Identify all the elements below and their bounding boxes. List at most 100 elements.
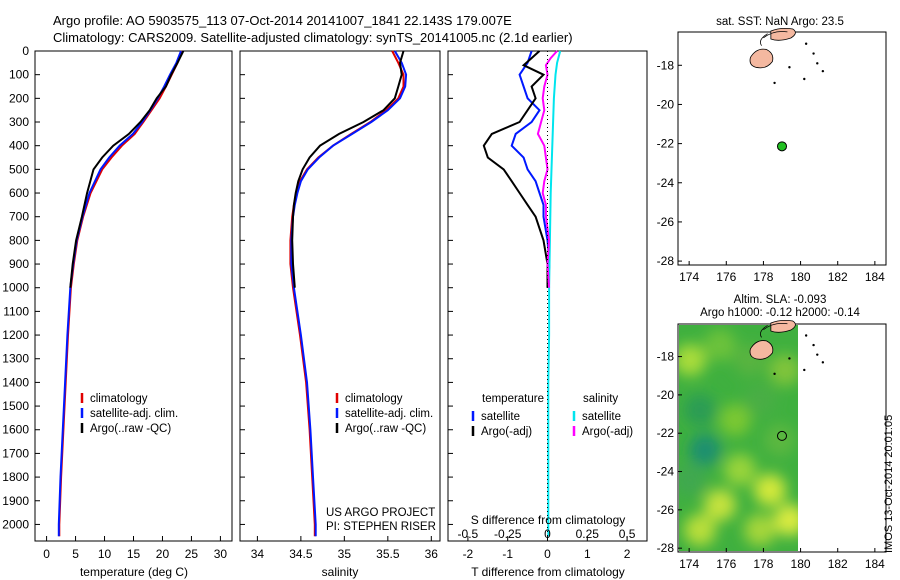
legend-label: satellite-adj. clim.	[345, 408, 433, 420]
map-x-tick-label: 176	[716, 270, 736, 284]
depth-tick-label: 2000	[2, 517, 29, 531]
small-island	[803, 368, 806, 372]
series-line-temperature-satellite	[510, 50, 551, 288]
map-y-tick-label: -20	[657, 388, 675, 402]
depth-tick-label: 800	[9, 233, 29, 247]
s-tick-label: 0	[544, 527, 551, 541]
depth-tick-label: 300	[9, 115, 29, 129]
depth-tick-label: 900	[9, 257, 29, 271]
x-tick-label: 34.5	[289, 547, 313, 561]
salinity-chart: 34 34.5 35 35.5 36 climatology satellite-adj. …	[251, 50, 438, 561]
t-difference-label: T difference from climatology	[471, 565, 625, 579]
depth-tick-label: 700	[9, 210, 29, 224]
credit-line-1: US ARGO PROJECT	[326, 507, 435, 519]
depth-tick-label: 1700	[2, 446, 29, 460]
depth-tick-label: 100	[9, 68, 29, 82]
depth-tick-label: 1500	[2, 399, 29, 413]
depth-tick-label: 0	[22, 44, 29, 58]
x-tick-label: 34	[251, 547, 265, 561]
series-line-temperature-argo--adj-	[482, 50, 549, 288]
map-y-tick-label: -22	[657, 426, 675, 440]
x-tick-label: 30	[214, 547, 228, 561]
map-x-tick-label: 184	[865, 557, 885, 571]
map-x-tick-label: 180	[791, 557, 811, 571]
map-x-tick-label: 182	[828, 270, 848, 284]
small-island	[788, 66, 791, 69]
sla-blob	[724, 454, 756, 486]
sla-blob	[744, 384, 776, 416]
x-tick-label: 35.5	[376, 547, 400, 561]
sla-blobs	[679, 329, 798, 546]
small-island	[821, 361, 825, 364]
legend-label: Argo(-adj)	[481, 426, 532, 438]
map-x-tick-label: 184	[865, 270, 885, 284]
sla-field	[679, 325, 798, 551]
x-tick-label: 35	[338, 547, 352, 561]
series-line-argo---raw--qc-	[291, 50, 405, 288]
map-y-tick-label: -20	[657, 97, 675, 111]
sla-blob	[769, 354, 798, 386]
x-tick-label: 1	[584, 547, 591, 561]
legend-label: climatology	[90, 393, 148, 405]
map-x-tick-label: 178	[753, 270, 773, 284]
depth-tick-label: 1200	[2, 328, 29, 342]
s-tick-label: 0.25	[576, 527, 600, 541]
small-island	[816, 62, 819, 65]
temperature-xlabel: temperature (deg C)	[80, 565, 188, 579]
x-tick-label: 15	[127, 547, 141, 561]
small-island	[821, 69, 825, 73]
depth-tick-label: 400	[9, 139, 29, 153]
series-line-salinity-satellite	[547, 50, 562, 537]
title-line-2: Climatology: CARS2009. Satellite-adjuste…	[53, 30, 573, 45]
depth-axis: 0 100 200 300 400 500 600 700 800 900 1000 1100 1200…	[2, 44, 453, 531]
legend-label: satellite	[582, 411, 621, 423]
map-x-tick-label: 174	[679, 270, 699, 284]
sla-blob	[744, 514, 776, 546]
legend-title-temperature: temperature	[482, 393, 544, 405]
depth-tick-label: 1600	[2, 423, 29, 437]
sla-blob	[679, 344, 706, 376]
map-x-tick-label: 180	[791, 270, 811, 284]
s-tick-label: -0.5	[458, 527, 479, 541]
series-line-satellite-adj--clim-	[290, 50, 408, 537]
small-island	[812, 52, 815, 55]
map-bottom-title-1: Altim. SLA: -0.093	[734, 294, 827, 306]
sla-blob	[774, 504, 798, 536]
small-island	[816, 353, 819, 356]
sla-blob	[704, 329, 736, 361]
map-bottom: 174 176 178 180 182 184 -18 -20 -22 -24 -26 -28	[657, 319, 885, 571]
small-island	[773, 372, 776, 376]
argo-float-marker	[777, 141, 787, 152]
legend-label: Argo(..raw -QC)	[90, 423, 171, 435]
land-viti-levu	[749, 48, 774, 69]
map-x-tick-label: 178	[753, 557, 773, 571]
salinity-panel-frame	[239, 50, 441, 542]
legend-label: Argo(-adj)	[582, 426, 633, 438]
small-island	[812, 343, 815, 347]
depth-tick-label: 1400	[2, 375, 29, 389]
land-viti-levu	[749, 340, 774, 360]
s-tick-label: 0.5	[619, 527, 636, 541]
depth-tick-label: 1300	[2, 352, 29, 366]
argo-float-marker	[777, 430, 787, 441]
sla-blob	[684, 394, 716, 426]
map-x-tick-label: 176	[716, 557, 736, 571]
difference-chart: -2 -1 0 1 2 temperature salinity satellite Argo(…	[458, 50, 636, 561]
series-line-satellite-adj--clim-	[57, 50, 182, 537]
x-tick-label: 0	[43, 547, 50, 561]
x-tick-label: 20	[156, 547, 170, 561]
legend-label: Argo(..raw -QC)	[345, 423, 426, 435]
depth-tick-label: 1000	[2, 281, 29, 295]
s-difference-label: S difference from climatology	[471, 513, 626, 527]
map-x-tick-label: 182	[828, 557, 848, 571]
map-y-tick-label: -18	[657, 58, 675, 72]
map-top-title: sat. SST: NaN Argo: 23.5	[716, 16, 844, 28]
sla-blob	[754, 474, 786, 506]
x-tick-label: 5	[72, 547, 79, 561]
sla-blob	[684, 514, 716, 546]
small-island	[804, 334, 808, 337]
map-top: 174 176 178 180 182 184 -18 -20 -22 -24 -26 -28	[657, 27, 885, 284]
legend-label: satellite-adj. clim.	[90, 408, 178, 420]
depth-tick-label: 600	[9, 186, 29, 200]
map-y-tick-label: -24	[657, 176, 675, 190]
